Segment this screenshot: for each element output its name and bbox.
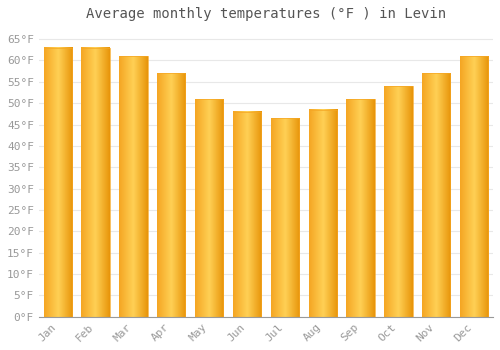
Bar [422, 73, 450, 317]
Bar [270, 118, 299, 317]
Bar [233, 112, 261, 317]
Bar [460, 56, 488, 317]
Bar [82, 48, 110, 317]
Bar [346, 99, 375, 317]
Bar [157, 73, 186, 317]
Title: Average monthly temperatures (°F ) in Levin: Average monthly temperatures (°F ) in Le… [86, 7, 446, 21]
Bar [119, 56, 148, 317]
Bar [195, 99, 224, 317]
Bar [308, 110, 337, 317]
Bar [44, 48, 72, 317]
Bar [384, 86, 412, 317]
